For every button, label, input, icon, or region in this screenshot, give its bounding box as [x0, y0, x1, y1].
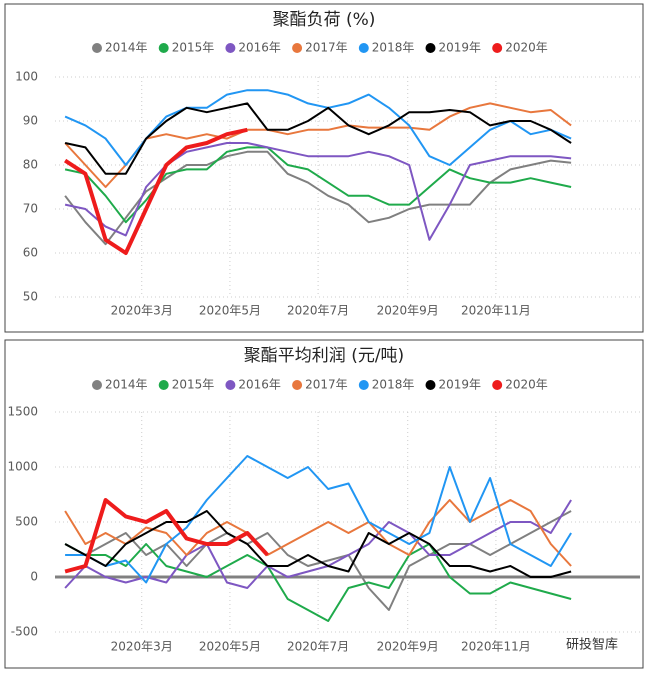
legend-marker: [292, 380, 303, 390]
series-line: [65, 455, 572, 584]
series-line: [64, 102, 572, 188]
legend-label: 2015年: [172, 41, 215, 55]
legend-label: 2016年: [238, 41, 281, 55]
legend-label: 2015年: [172, 378, 215, 392]
x-tick-label: 2020年7月: [287, 304, 349, 318]
legend-label: 2017年: [305, 378, 348, 392]
y-tick-label: 500: [15, 515, 38, 529]
watermark: 研投智库: [566, 637, 618, 653]
x-tick-label: 2020年9月: [377, 640, 439, 654]
series-line: [64, 510, 572, 578]
legend-label: 2018年: [372, 378, 415, 392]
legend-label: 2014年: [105, 378, 148, 392]
legend-marker: [358, 43, 369, 53]
legend-marker: [425, 380, 436, 390]
legend-marker: [158, 43, 169, 53]
legend-label: 2020年: [505, 41, 548, 55]
x-tick-label: 2020年11月: [461, 304, 531, 318]
chart-title: 聚酯平均利润 (元/吨): [244, 346, 404, 366]
legend-marker: [292, 43, 303, 53]
legend-label: 2018年: [372, 41, 415, 55]
series-line: [64, 510, 572, 611]
y-tick-label: 60: [23, 246, 38, 260]
series-line: [64, 102, 572, 175]
series-line: [64, 127, 248, 255]
legend-marker: [92, 43, 102, 53]
y-tick-label: 70: [23, 202, 38, 216]
y-tick-label: 90: [23, 114, 38, 128]
chart-title: 聚酯负荷 (%): [273, 10, 376, 30]
legend-marker: [358, 380, 369, 390]
series-line: [64, 150, 572, 246]
legend-marker: [225, 380, 236, 390]
y-tick-label: 100: [15, 70, 38, 84]
x-tick-label: 2020年5月: [199, 304, 261, 318]
series-line: [64, 142, 572, 241]
legend-marker: [92, 380, 102, 390]
legend-label: 2019年: [439, 41, 482, 55]
x-tick-label: 2020年11月: [461, 640, 531, 654]
legend-marker: [492, 43, 503, 53]
legend-label: 2014年: [105, 41, 148, 55]
x-tick-label: 2020年5月: [199, 640, 261, 654]
y-tick-label: -500: [11, 625, 38, 639]
x-tick-label: 2020年3月: [111, 304, 173, 318]
legend-label: 2017年: [305, 41, 348, 55]
y-tick-label: 80: [23, 158, 38, 172]
x-tick-label: 2020年9月: [377, 304, 439, 318]
legend-marker: [158, 380, 169, 390]
y-tick-label: 50: [23, 290, 38, 304]
panel-frame: [4, 3, 644, 333]
series-line: [64, 498, 269, 574]
y-tick-label: 1000: [7, 460, 38, 474]
legend-marker: [492, 380, 503, 390]
series-line: [64, 146, 572, 224]
x-tick-label: 2020年3月: [111, 640, 173, 654]
legend-marker: [225, 43, 236, 53]
series-line: [64, 499, 572, 567]
legend-label: 2016年: [238, 378, 281, 392]
y-tick-label: 1500: [7, 405, 38, 419]
x-tick-label: 2020年7月: [287, 640, 349, 654]
legend-marker: [425, 43, 436, 53]
y-tick-label: 0: [30, 570, 38, 584]
series-line: [64, 543, 572, 622]
legend-label: 2019年: [439, 378, 482, 392]
legend-label: 2020年: [505, 378, 548, 392]
